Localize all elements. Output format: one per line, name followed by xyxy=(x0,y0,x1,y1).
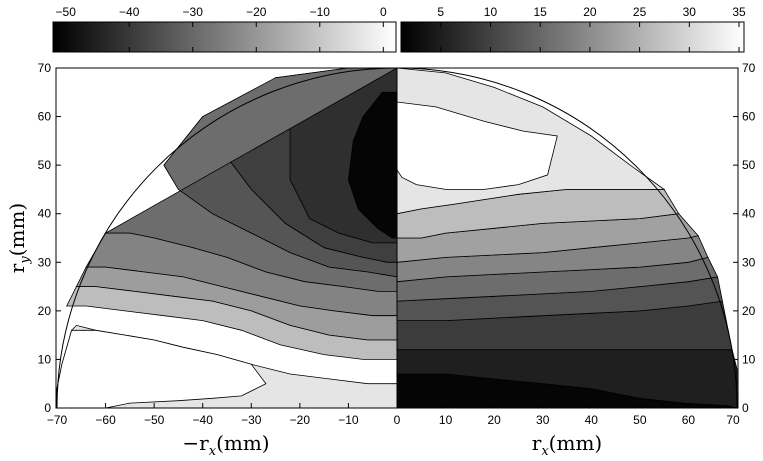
y-tick-label-right: 70 xyxy=(742,61,756,75)
colorbar-tick-label: −20 xyxy=(246,5,267,19)
x-tick-label-left: 0 xyxy=(394,413,401,427)
y-tick-label-left: 40 xyxy=(38,207,52,221)
x-tick-label-left: −10 xyxy=(338,413,359,427)
x-tick-label-left: −60 xyxy=(95,413,116,427)
y-tick-label-left: 50 xyxy=(38,158,52,172)
y-axis-label: ry(mm) xyxy=(5,203,33,273)
y-tick-label-right: 10 xyxy=(742,352,756,366)
y-tick-label-left: 10 xyxy=(38,352,52,366)
x-tick-label-right: 60 xyxy=(682,413,696,427)
x-tick-label-left: −40 xyxy=(193,413,214,427)
plot-right xyxy=(397,68,738,408)
x-tick-label-right: 40 xyxy=(585,413,599,427)
colorbar-tick-label: 0 xyxy=(380,5,387,19)
colorbar-tick-label: −50 xyxy=(56,5,77,19)
y-tick-label-right: 40 xyxy=(742,207,756,221)
colorbar-tick-label: −30 xyxy=(183,5,204,19)
x-tick-label-left: −50 xyxy=(144,413,165,427)
colorbar-tick-label: 25 xyxy=(633,5,647,19)
x-tick-label-left: −70 xyxy=(47,413,68,427)
left-contour-region-7 xyxy=(66,286,397,360)
colorbar-left-gradient xyxy=(52,21,397,53)
y-tick-label-left: 70 xyxy=(38,61,52,75)
y-tick-label-right: 60 xyxy=(742,110,756,124)
y-tick-label-left: 20 xyxy=(38,304,52,318)
colorbar-right: 5 10 15 20 25 30 35 xyxy=(400,5,746,53)
plot-left xyxy=(56,68,397,408)
y-tick-label-left: 30 xyxy=(38,255,52,269)
colorbar-tick-label: −40 xyxy=(119,5,140,19)
colorbar-tick-label: 15 xyxy=(534,5,548,19)
x-tick-label-right: 10 xyxy=(439,413,453,427)
x-tick-label-right: 20 xyxy=(487,413,501,427)
colorbar-tick-label: −10 xyxy=(310,5,331,19)
y-tick-label-right: 20 xyxy=(742,304,756,318)
right-contour-region-9 xyxy=(397,101,558,190)
colorbar-tick-label: 35 xyxy=(732,5,746,19)
y-tick-label-left: 0 xyxy=(44,401,51,415)
colorbar-tick-label: 5 xyxy=(437,5,444,19)
x-tick-label-right: 70 xyxy=(726,413,740,427)
y-tick-label-left: 60 xyxy=(38,110,52,124)
x-tick-label-right: 30 xyxy=(536,413,550,427)
x-axis-label-left: −rx(mm) xyxy=(182,431,269,459)
left-contour-region-9 xyxy=(56,329,267,408)
colorbar-tick-label: 10 xyxy=(484,5,498,19)
x-axis-label-right: rx(mm) xyxy=(532,431,602,459)
colorbar-tick-label: 20 xyxy=(583,5,597,19)
x-tick-label-right: 50 xyxy=(633,413,647,427)
y-tick-label-right: 50 xyxy=(742,158,756,172)
x-tick-label-left: −30 xyxy=(241,413,262,427)
colorbar-tick-label: 30 xyxy=(683,5,697,19)
y-tick-label-right: 0 xyxy=(742,401,749,415)
domain-boundary xyxy=(56,67,738,409)
x-tick-label-left: −20 xyxy=(290,413,311,427)
colorbar-right-gradient xyxy=(400,21,745,53)
colorbar-left: −50 −40 −30 −20 −10 0 xyxy=(52,5,397,53)
y-tick-label-right: 30 xyxy=(742,255,756,269)
